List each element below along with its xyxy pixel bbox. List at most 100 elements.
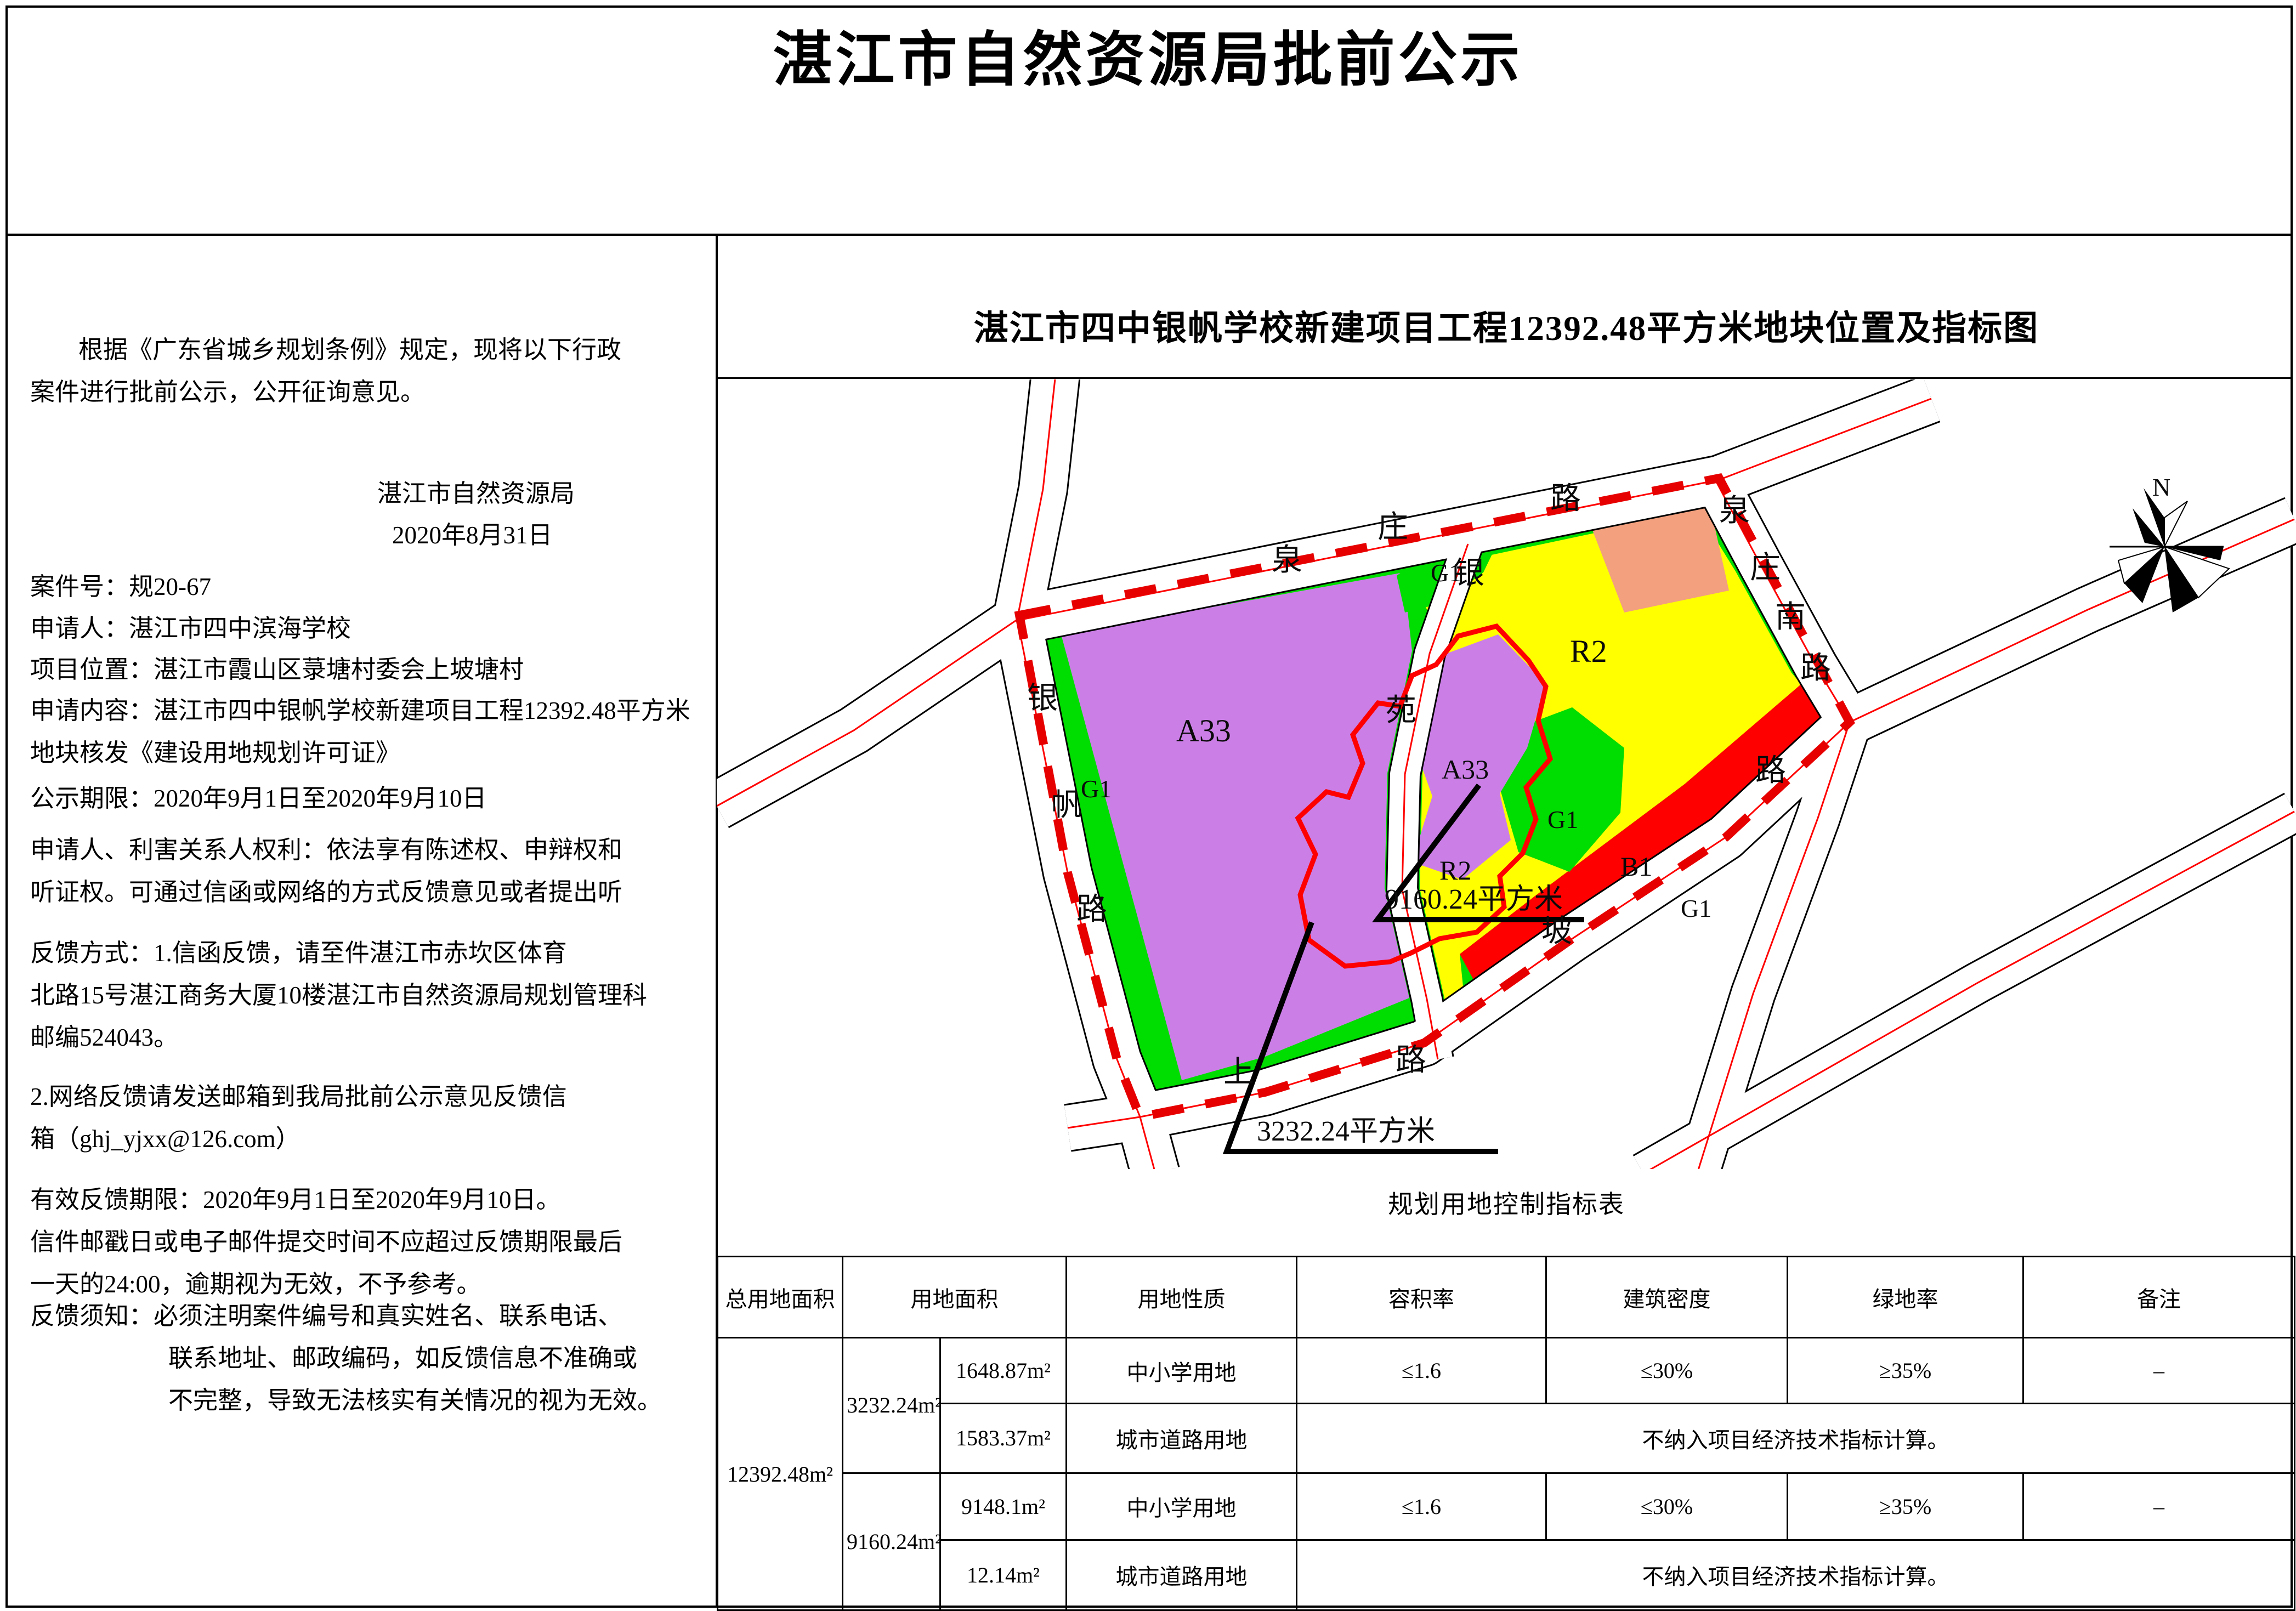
project-site-outline [1295, 623, 1554, 969]
page-title: 湛江市自然资源局批前公示 [773, 28, 1523, 93]
cell-remark: – [2022, 1337, 2295, 1405]
notice-line: 联系地址、邮政编码，如反馈信息不准确或 [168, 1345, 638, 1372]
cell-nature: 城市道路用地 [1065, 1539, 1297, 1611]
header-land-area: 用地面积 [842, 1255, 1067, 1339]
table-row: 1583.37m² 城市道路用地 不纳入项目经济技术指标计算。 [718, 1403, 2295, 1474]
title-divider [5, 234, 2291, 236]
rights-line: 申请人、利害关系人权利：依法享有陈述权、申辩权和 [30, 836, 623, 864]
header-density: 建筑密度 [1545, 1255, 1788, 1339]
cell-density: ≤30% [1545, 1337, 1788, 1405]
parcel-label-a33-site: A33 [1442, 754, 1489, 785]
feedback-line: 反馈方式：1.信函反馈，请至件湛江市赤坎区体育 [30, 939, 567, 967]
table-title: 规划用地控制指标表 [1388, 1190, 1625, 1218]
header-total-area: 总用地面积 [717, 1255, 843, 1339]
cell-green: ≥35% [1787, 1472, 2024, 1541]
road-label-yinyuan-3: 路 [1396, 1043, 1426, 1077]
feedback-mail-paragraph: 反馈方式：1.信函反馈，请至件湛江市赤坎区体育 北路15号湛江商务大厦10楼湛江… [30, 932, 713, 1059]
case-number: 案件号：规20-67 [30, 573, 211, 600]
parcel-label-g1-left: G1 [1081, 775, 1112, 803]
road-label-yinfan-3: 路 [1076, 893, 1107, 927]
table-header-row: 总用地面积 用地面积 用地性质 容积率 建筑密度 绿地率 备注 [717, 1255, 2295, 1339]
cell-merged-note: 不纳入项目经济技术指标计算。 [1296, 1403, 2295, 1474]
road-label-yinfan-2: 帆 [1051, 789, 1082, 822]
road-label-shangpo-3: 路 [1755, 754, 1786, 788]
cell-area: 9148.1m² [939, 1472, 1067, 1541]
road-label-shangpo-2: 坡 [1541, 915, 1572, 949]
cell-group2-area: 9160.24m² [842, 1472, 941, 1611]
road-label-shangpo-1: 上 [1223, 1056, 1254, 1090]
parcel-label-r2-east: R2 [1570, 633, 1607, 669]
notice-line: 反馈须知：必须注明案件编号和真实姓名、联系电话、 [30, 1302, 623, 1330]
map-title-divider [717, 377, 2291, 379]
road-label-quanzhuang-south-1: 泉 [1719, 494, 1750, 528]
cell-far: ≤1.6 [1296, 1337, 1547, 1405]
valid-line: 信件邮戳日或电子邮件提交时间不应超过反馈期限最后 [30, 1228, 623, 1256]
valid-period-paragraph: 有效反馈期限：2020年9月1日至2020年9月10日。 信件邮戳日或电子邮件提… [30, 1179, 713, 1306]
road-label-yinfan-1: 银 [1027, 682, 1058, 716]
content-line: 申请内容：湛江市四中银帆学校新建项目工程12392.48平方米 [30, 697, 690, 724]
cell-green: ≥35% [1787, 1337, 2024, 1405]
cell-group1-area: 3232.24m² [842, 1337, 941, 1474]
cell-nature: 中小学用地 [1065, 1337, 1297, 1405]
feedback-line: 2.网络反馈请发送邮箱到我局批前公示意见反馈信 [30, 1083, 567, 1110]
cell-nature: 中小学用地 [1065, 1472, 1297, 1541]
table-row: 9160.24m² 9148.1m² 中小学用地 ≤1.6 ≤30% ≥35% … [718, 1472, 2295, 1611]
intro-line: 根据《广东省城乡规划条例》规定，现将以下行政 [78, 336, 622, 364]
cell-nature: 城市道路用地 [1065, 1403, 1297, 1474]
valid-line: 有效反馈期限：2020年9月1日至2020年9月10日。 [30, 1186, 561, 1213]
parcel-label-b1: B1 [1620, 851, 1652, 882]
parcel-a33-site [1409, 634, 1546, 880]
road-label-yinyuan-1: 银 [1454, 557, 1484, 591]
site-map: 泉 庄 路 泉 庄 南 路 银 帆 路 银 苑 路 上 坡 路 A33 R2 A… [717, 379, 2296, 1169]
road-label-quanzhuang-south-4: 路 [1800, 651, 1831, 685]
valid-line: 一天的24:00，逾期视为无效，不予参考。 [30, 1270, 481, 1298]
header-land-nature: 用地性质 [1065, 1255, 1297, 1339]
road-label-quanzhuang-south-2: 庄 [1750, 551, 1781, 585]
parcel-label-r2-site: R2 [1439, 855, 1471, 886]
content-line: 地块核发《建设用地规划许可证》 [30, 739, 401, 767]
compass-rose: N [2110, 473, 2230, 612]
feedback-email-paragraph: 2.网络反馈请发送邮箱到我局批前公示意见反馈信 箱（ghj_yjxx@126.c… [30, 1076, 713, 1160]
compass-n-label: N [2152, 473, 2170, 501]
road-label-yinyuan-2: 苑 [1386, 694, 1416, 728]
publicity-period: 公示期限：2020年9月1日至2020年9月10日 [30, 785, 487, 812]
header-remark: 备注 [2022, 1255, 2295, 1339]
cell-density: ≤30% [1545, 1472, 1788, 1541]
rights-line: 听证权。可通过信函或网络的方式反馈意见或者提出听 [30, 878, 623, 906]
application-content: 申请内容：湛江市四中银帆学校新建项目工程12392.48平方米 地块核发《建设用… [30, 690, 713, 774]
rights-paragraph: 申请人、利害关系人权利：依法享有陈述权、申辩权和 听证权。可通过信函或网络的方式… [30, 829, 713, 914]
road-label-quanzhuang-1: 泉 [1272, 543, 1302, 577]
notice-paragraph: 反馈须知：必须注明案件编号和真实姓名、联系电话、 联系地址、邮政编码，如反馈信息… [30, 1295, 713, 1422]
parcel-label-g1-wedge: G1 [1431, 559, 1461, 587]
header-green-ratio: 绿地率 [1787, 1255, 2024, 1339]
feedback-line: 北路15号湛江商务大厦10楼湛江市自然资源局规划管理科 [30, 982, 648, 1009]
parcel-label-a33-west: A33 [1176, 713, 1231, 748]
indicator-table: 总用地面积 用地面积 用地性质 容积率 建筑密度 绿地率 备注 12392.48… [717, 1255, 2295, 1611]
table-row: 12.14m² 城市道路用地 不纳入项目经济技术指标计算。 [718, 1539, 2295, 1611]
leader-lines [1222, 783, 1584, 1154]
map-title: 湛江市四中银帆学校新建项目工程12392.48平方米地块位置及指标图 [973, 309, 2039, 348]
parcel-orange [1590, 497, 1729, 612]
parcel-label-g1-se: G1 [1681, 894, 1711, 922]
cell-remark: – [2022, 1472, 2295, 1541]
notice-line: 不完整，导致无法核实有关情况的视为无效。 [168, 1387, 662, 1414]
applicant: 申请人：湛江市四中滨海学校 [30, 615, 352, 642]
notice-date: 2020年8月31日 [392, 521, 553, 549]
panel-divider [716, 234, 718, 1606]
intro-line: 案件进行批前公示，公开征询意见。 [30, 378, 426, 406]
intro-paragraph: 根据《广东省城乡规划条例》规定，现将以下行政 案件进行批前公示，公开征询意见。 [30, 329, 713, 413]
road-label-quanzhuang-2: 庄 [1377, 510, 1408, 544]
header-far: 容积率 [1296, 1255, 1547, 1339]
cell-total-area: 12392.48m² [717, 1337, 843, 1611]
feedback-line: 邮编524043。 [30, 1024, 179, 1051]
cell-far: ≤1.6 [1296, 1472, 1547, 1541]
project-location: 项目位置：湛江市霞山区菉塘村委会上坡塘村 [30, 656, 524, 683]
cell-merged-note: 不纳入项目经济技术指标计算。 [1296, 1539, 2295, 1611]
area-label-west: 3232.24平方米 [1257, 1116, 1435, 1147]
parcel-label-g1-center: G1 [1547, 806, 1578, 833]
agency-name: 湛江市自然资源局 [377, 480, 575, 507]
road-label-quanzhuang-south-3: 南 [1775, 600, 1806, 634]
table-row: 12392.48m² 3232.24m² 1648.87m² 中小学用地 ≤1.… [717, 1337, 2295, 1611]
cell-area: 1648.87m² [939, 1337, 1067, 1405]
